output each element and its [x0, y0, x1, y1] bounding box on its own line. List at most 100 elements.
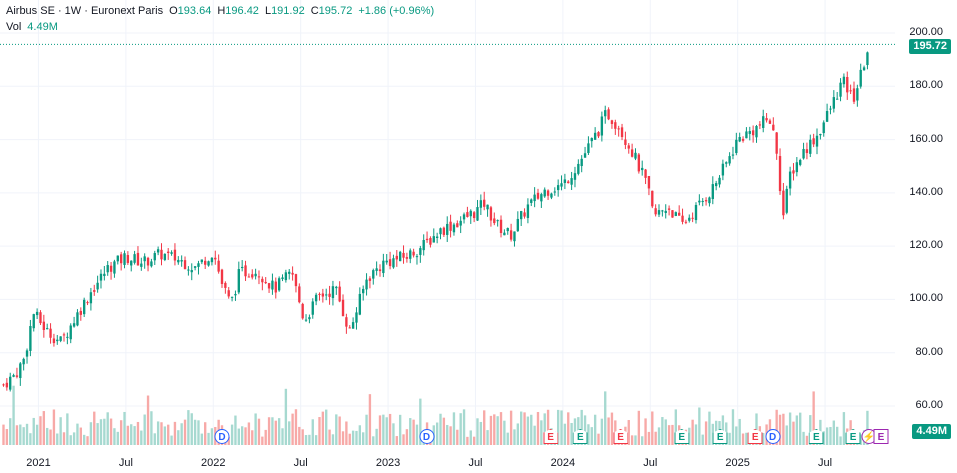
- earnings-marker[interactable]: E: [613, 429, 629, 444]
- candle: [493, 218, 496, 224]
- volume-bar: [419, 398, 422, 445]
- volume-bar: [735, 426, 738, 445]
- candle: [425, 238, 429, 241]
- volume-bar: [785, 425, 788, 445]
- candle: [328, 293, 331, 297]
- volume-bar: [136, 421, 140, 445]
- candle: [708, 197, 711, 204]
- candle: [479, 200, 483, 208]
- candle: [365, 279, 368, 290]
- candle: [735, 139, 738, 154]
- candle: [79, 310, 82, 315]
- symbol-title[interactable]: Airbus SE · 1W · Euronext Paris: [6, 5, 164, 17]
- candle: [755, 125, 758, 138]
- volume-bar: [627, 420, 630, 445]
- volume-bar: [839, 436, 842, 445]
- candle: [277, 278, 281, 291]
- volume-bar: [210, 428, 214, 445]
- volume-bar: [99, 419, 103, 445]
- volume-bar: [452, 412, 456, 445]
- price-tick-label: 160.00: [909, 132, 943, 145]
- candle: [419, 248, 422, 255]
- volume-bar: [607, 417, 610, 445]
- volume-bar: [25, 423, 29, 445]
- volume-bar: [691, 419, 694, 445]
- candle: [567, 181, 570, 184]
- volume-bar: [741, 433, 745, 445]
- candle: [200, 259, 204, 263]
- candle: [701, 200, 704, 202]
- candle: [257, 276, 261, 278]
- volume-bar: [341, 431, 345, 445]
- candle: [237, 269, 240, 293]
- earnings-marker[interactable]: E: [712, 429, 728, 444]
- candle: [429, 238, 432, 245]
- candle: [849, 90, 852, 92]
- earnings-marker[interactable]: E: [543, 429, 559, 444]
- volume-bar: [469, 430, 472, 445]
- candle: [126, 255, 130, 263]
- volume-bar: [163, 426, 167, 445]
- volume-bar: [39, 416, 42, 445]
- volume-bar: [190, 413, 193, 445]
- candle: [725, 162, 728, 164]
- earnings-marker[interactable]: E: [674, 429, 690, 444]
- candle: [577, 163, 580, 174]
- volume-bar: [446, 424, 449, 445]
- dividend-marker[interactable]: D: [214, 429, 230, 444]
- earnings-marker[interactable]: E: [572, 429, 588, 444]
- volume-bar: [395, 436, 398, 445]
- volume-bar: [701, 434, 704, 445]
- candle: [553, 191, 556, 193]
- earnings-marker[interactable]: E: [873, 429, 889, 444]
- candle: [550, 193, 553, 198]
- candle: [294, 274, 298, 287]
- volume-bar: [657, 427, 661, 445]
- volume-bar: [170, 435, 173, 445]
- candle: [375, 268, 378, 271]
- earnings-marker[interactable]: E: [747, 429, 763, 444]
- candle: [109, 265, 113, 272]
- dividend-marker[interactable]: D: [765, 429, 781, 444]
- volume-bar: [593, 414, 597, 445]
- volume-bar: [284, 388, 288, 445]
- dividend-marker[interactable]: D: [419, 429, 435, 444]
- volume-bar: [674, 409, 678, 445]
- volume-bar: [587, 424, 590, 445]
- candle: [304, 319, 308, 321]
- candle: [728, 156, 731, 164]
- candle: [624, 139, 627, 145]
- time-tick-label: Jul: [643, 457, 658, 469]
- candle: [456, 223, 459, 228]
- candle: [486, 204, 489, 210]
- candle: [274, 281, 277, 293]
- candle: [846, 76, 849, 93]
- candle: [802, 148, 805, 159]
- candle: [509, 230, 513, 240]
- candle: [593, 132, 597, 140]
- candle: [765, 118, 768, 121]
- candle: [5, 382, 9, 388]
- volume-bar: [130, 424, 133, 445]
- change-value: +1.86 (+0.96%): [358, 5, 435, 17]
- candle: [224, 282, 227, 288]
- earnings-marker[interactable]: E: [845, 429, 861, 444]
- earnings-marker[interactable]: E: [808, 429, 824, 444]
- candle: [644, 169, 647, 178]
- candle: [99, 273, 103, 281]
- volume-bar: [153, 433, 156, 445]
- candle: [788, 171, 792, 189]
- volume-bar: [398, 414, 402, 445]
- price-tick-label: 60.00: [915, 399, 943, 411]
- volume-bar: [12, 385, 15, 445]
- volume-bar: [449, 426, 452, 445]
- candle: [136, 252, 140, 266]
- volume-bar: [335, 414, 338, 445]
- volume-bar: [15, 425, 19, 445]
- candle: [600, 116, 604, 136]
- candle: [358, 293, 362, 315]
- volume-bar: [59, 417, 62, 445]
- volume-bar: [193, 419, 197, 445]
- candle: [119, 254, 123, 264]
